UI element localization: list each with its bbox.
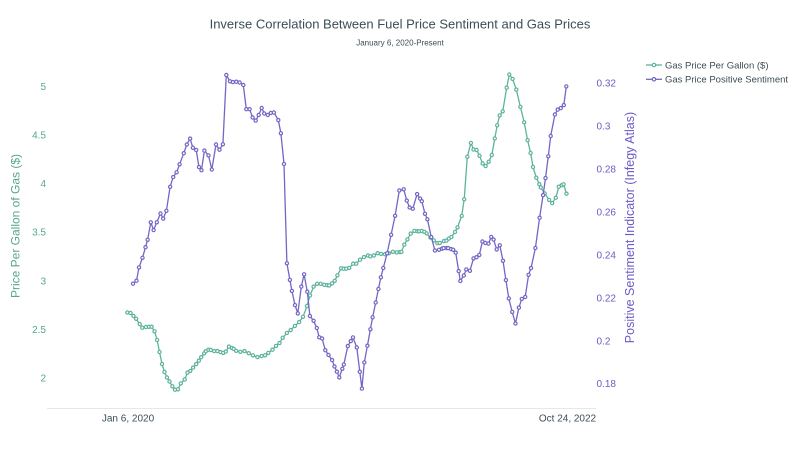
svg-text:Inverse Correlation Between Fu: Inverse Correlation Between Fuel Price S… — [210, 17, 591, 32]
svg-text:0.32: 0.32 — [597, 79, 617, 90]
svg-text:0.24: 0.24 — [597, 250, 617, 261]
svg-text:Price Per Gallon of Gas ($): Price Per Gallon of Gas ($) — [9, 154, 23, 298]
svg-text:0.22: 0.22 — [597, 293, 617, 304]
svg-text:Oct 24, 2022: Oct 24, 2022 — [539, 413, 597, 424]
svg-text:0.26: 0.26 — [597, 207, 617, 218]
svg-text:Jan 6, 2020: Jan 6, 2020 — [102, 413, 155, 424]
svg-text:Gas Price Per Gallon ($): Gas Price Per Gallon ($) — [665, 60, 768, 71]
svg-text:3.5: 3.5 — [32, 228, 46, 239]
svg-text:0.3: 0.3 — [597, 122, 611, 133]
svg-text:Positive Sentiment Indicator (: Positive Sentiment Indicator (Infegy Atl… — [623, 112, 637, 343]
svg-text:2.5: 2.5 — [32, 325, 46, 336]
svg-text:3: 3 — [40, 276, 46, 287]
svg-text:4.5: 4.5 — [32, 131, 46, 142]
svg-text:0.28: 0.28 — [597, 164, 617, 175]
svg-text:4: 4 — [40, 179, 46, 190]
svg-text:0.18: 0.18 — [597, 379, 617, 390]
svg-text:Gas Price Positive Sentiment: Gas Price Positive Sentiment — [665, 75, 788, 86]
svg-text:January 6, 2020-Present: January 6, 2020-Present — [356, 39, 444, 48]
svg-text:5: 5 — [40, 82, 46, 93]
svg-text:0.2: 0.2 — [597, 336, 611, 347]
svg-text:2: 2 — [40, 373, 46, 384]
